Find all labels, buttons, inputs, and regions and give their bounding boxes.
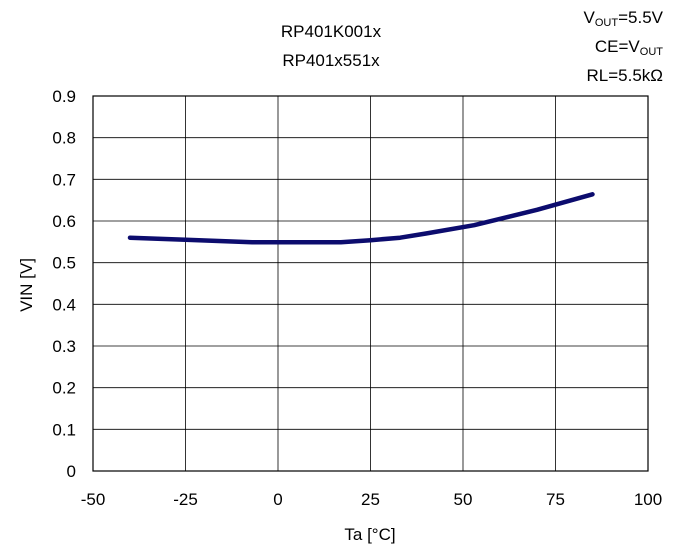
condition-rl: RL=5.5kΩ	[586, 66, 664, 85]
tick-labels: -50 -25 0 25 50 75 100 0 0.1 0.2 0.3 0.4 0.5 0.6 0.7 0.…	[52, 87, 662, 509]
chart-title-line-1: RP401K001x	[281, 22, 382, 41]
condition-vout: VOUT=5.5V	[584, 8, 663, 29]
series-group	[127, 192, 595, 245]
y-tick-label: 0.4	[52, 295, 76, 314]
y-tick-label: 0.6	[52, 212, 76, 231]
grid-lines	[92, 95, 649, 472]
x-tick-label: -50	[81, 490, 106, 509]
y-tick-label: 0.2	[52, 379, 76, 398]
plot-area-frame	[92, 95, 649, 472]
x-tick-label: -25	[173, 490, 198, 509]
chart-title-line-2: RP401x551x	[282, 51, 380, 70]
y-tick-label: 0.9	[52, 87, 76, 106]
y-tick-label: 0.5	[52, 254, 76, 273]
condition-ce: CE=VOUT	[595, 37, 663, 58]
x-tick-label: 100	[634, 490, 662, 509]
x-tick-label: 0	[273, 490, 282, 509]
y-tick-label: 0	[67, 462, 76, 481]
x-tick-label: 75	[546, 490, 565, 509]
condition-ce-sub: OUT	[639, 46, 663, 58]
x-tick-label: 25	[361, 490, 380, 509]
y-tick-label: 0.8	[52, 129, 76, 148]
series-line	[127, 192, 595, 245]
condition-vout-prefix: V	[583, 8, 595, 27]
y-axis-label: VIN [V]	[17, 258, 36, 312]
x-axis-label: Ta [°C]	[344, 525, 395, 544]
y-tick-label: 0.3	[52, 337, 76, 356]
condition-ce-prefix: CE=V	[594, 37, 640, 56]
y-tick-label: 0.7	[52, 170, 76, 189]
y-tick-label: 0.1	[52, 420, 76, 439]
x-tick-label: 50	[454, 490, 473, 509]
condition-vout-sub: OUT	[594, 17, 619, 29]
condition-vout-suffix: =5.5V	[618, 8, 663, 27]
